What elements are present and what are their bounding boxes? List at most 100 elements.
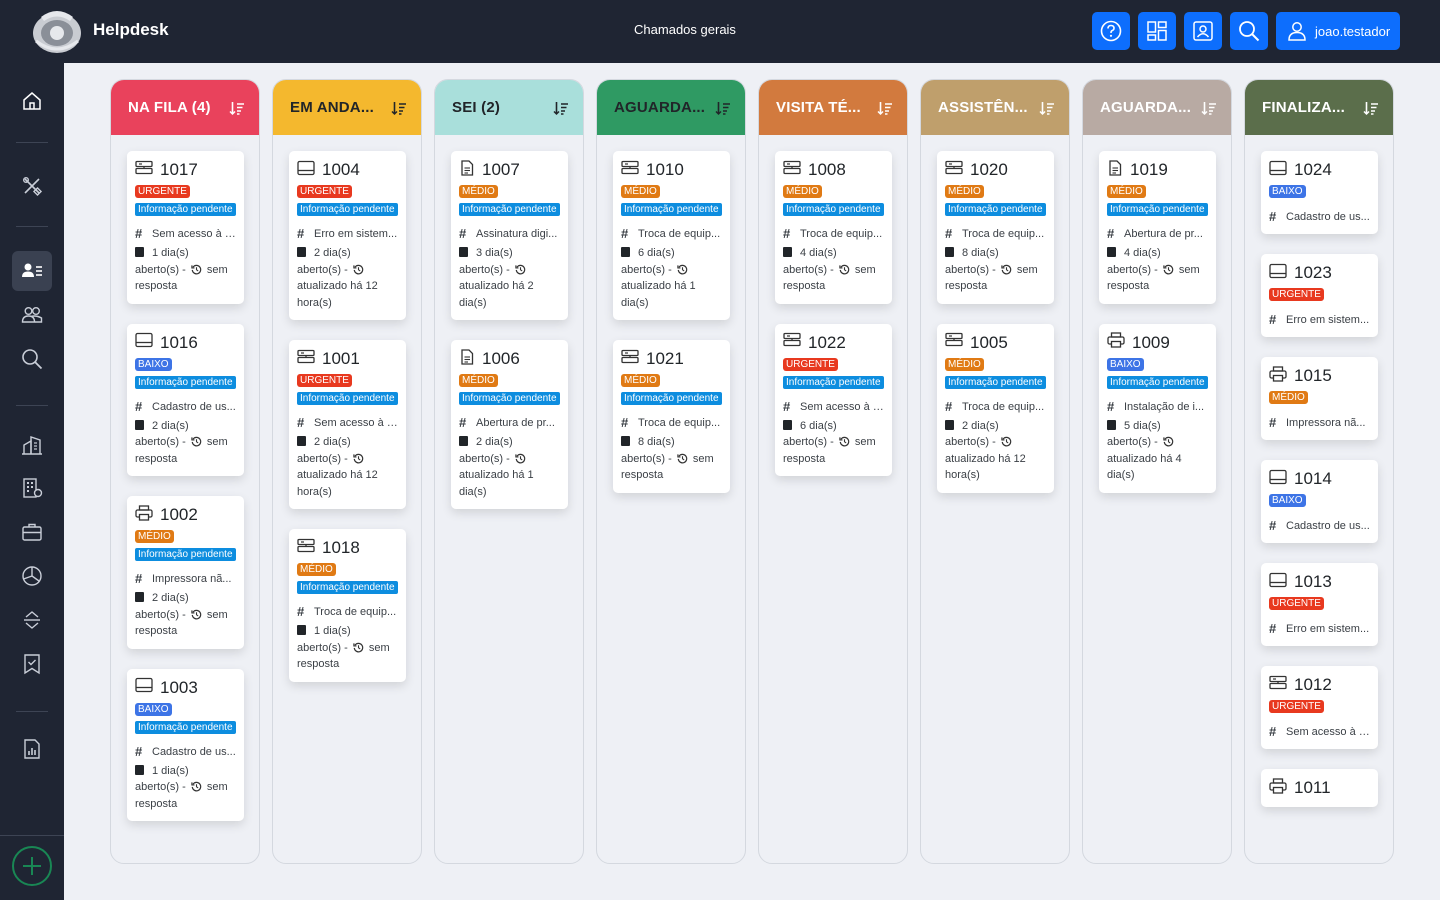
ticket-id: 1022 — [808, 332, 846, 352]
hash-icon: # — [459, 415, 467, 430]
history-icon — [191, 436, 202, 447]
card-list: 1024 BAIXO # Cadastro de us... 1023 URGENTE #… — [1245, 135, 1393, 807]
search-button[interactable] — [1230, 12, 1268, 50]
ticket-id: 1010 — [646, 160, 684, 179]
ticket-card[interactable]: 1003 BAIXO Informação pendente # Cadastro de… — [127, 668, 244, 821]
ticket-card[interactable]: 1009 BAIXO Informação pendente # Instalação … — [1099, 323, 1216, 493]
ticket-card[interactable]: 1012 URGENTE # Sem acesso à r... — [1261, 666, 1378, 749]
ticket-card[interactable]: 1006 MÉDIO Informação pendente # Abertura de… — [451, 340, 568, 509]
ticket-id: 1004 — [322, 160, 360, 179]
printer-icon — [135, 504, 160, 526]
ticket-card[interactable]: 1016 BAIXO Informação pendente # Cadastro de… — [127, 323, 244, 476]
calendar-icon — [1107, 419, 1116, 430]
server-icon — [135, 160, 160, 181]
server-icon — [783, 160, 808, 181]
sidebar-item-briefcase[interactable] — [12, 512, 52, 552]
sidebar — [0, 63, 64, 900]
status-badge: Informação pendente — [783, 203, 884, 216]
subject-text: Instalação de i... — [1124, 400, 1205, 413]
sidebar-item-search[interactable] — [12, 339, 52, 379]
sidebar-item-expand[interactable] — [12, 600, 52, 640]
ticket-id: 1017 — [160, 160, 198, 179]
ticket-id: 1012 — [1294, 675, 1332, 694]
column-header[interactable]: AGUARDA... — [597, 80, 745, 135]
column-header[interactable]: SEI (2) — [435, 80, 583, 135]
sidebar-item-tools[interactable] — [12, 166, 52, 206]
sidebar-item-units[interactable] — [12, 468, 52, 508]
contact-button[interactable] — [1184, 12, 1222, 50]
sort-icon[interactable] — [1363, 100, 1379, 116]
sort-icon[interactable] — [1039, 100, 1055, 116]
ticket-card[interactable]: 1013 URGENTE # Erro em sistem... — [1261, 563, 1378, 646]
ticket-card[interactable]: 1004 URGENTE Informação pendente # Erro em s… — [289, 151, 406, 320]
ticket-card[interactable]: 1011 — [1261, 769, 1378, 807]
ticket-age: 1 dia(s) aberto(s) - sem resposta — [135, 764, 228, 810]
ticket-card[interactable]: 1015 MÉDIO # Impressora nã... — [1261, 357, 1378, 440]
ticket-age: 2 dia(s) aberto(s) - atualizado há 12 hora… — [945, 419, 1026, 481]
sidebar-item-checklist[interactable] — [12, 644, 52, 684]
ticket-card[interactable]: 1024 BAIXO # Cadastro de us... — [1261, 151, 1378, 234]
card-list: 1008 MÉDIO Informação pendente # Troca de eq… — [759, 135, 907, 476]
sidebar-item-home[interactable] — [12, 81, 52, 121]
logo-icon[interactable] — [30, 7, 84, 55]
calendar-icon — [135, 764, 144, 775]
monitor-icon — [297, 160, 322, 181]
help-button[interactable] — [1092, 12, 1130, 50]
ticket-card[interactable]: 1017 URGENTE Informação pendente # Sem acess… — [127, 151, 244, 304]
sidebar-item-tickets[interactable] — [12, 251, 52, 291]
ticket-subject: # Sem acesso à r... — [135, 226, 236, 242]
ticket-age: 2 dia(s) aberto(s) - atualizado há 12 hora… — [297, 247, 378, 309]
sort-icon[interactable] — [553, 100, 569, 116]
ticket-card[interactable]: 1008 MÉDIO Informação pendente # Troca de eq… — [775, 151, 892, 304]
plus-icon — [23, 857, 41, 875]
sidebar-item-people[interactable] — [12, 295, 52, 335]
sort-icon[interactable] — [715, 100, 731, 116]
sidebar-divider — [16, 142, 48, 143]
sidebar-item-building[interactable] — [12, 425, 52, 465]
ticket-card[interactable]: 1001 URGENTE Informação pendente # Sem acess… — [289, 340, 406, 509]
history-icon — [353, 453, 364, 463]
new-ticket-button[interactable] — [12, 846, 52, 886]
ticket-card[interactable]: 1014 BAIXO # Cadastro de us... — [1261, 460, 1378, 543]
column-header[interactable]: AGUARDA... — [1083, 80, 1231, 135]
hash-icon: # — [945, 398, 953, 414]
ticket-id: 1019 — [1130, 160, 1168, 179]
ticket-header: 1017 — [135, 160, 236, 180]
history-icon — [515, 453, 526, 463]
ticket-card[interactable]: 1021 MÉDIO Informação pendente # Troca de eq… — [613, 340, 730, 493]
status-badge: Informação pendente — [621, 203, 722, 216]
ticket-card[interactable]: 1020 MÉDIO Informação pendente # Troca de eq… — [937, 151, 1054, 304]
sidebar-item-report-file[interactable] — [12, 729, 52, 769]
card-list: 1007 MÉDIO Informação pendente # Assinatura … — [435, 135, 583, 509]
ticket-id: 1020 — [970, 160, 1008, 179]
ticket-card[interactable]: 1022 URGENTE Informação pendente # Sem acess… — [775, 323, 892, 476]
sort-icon[interactable] — [391, 100, 407, 116]
subject-text: Sem acesso à r... — [800, 400, 884, 413]
document-icon — [459, 159, 482, 181]
ticket-card[interactable]: 1002 MÉDIO Informação pendente # Impressora … — [127, 496, 244, 649]
ticket-card[interactable]: 1018 MÉDIO Informação pendente # Troca de eq… — [289, 529, 406, 682]
ticket-card[interactable]: 1010 MÉDIO Informação pendente # Troca de eq… — [613, 151, 730, 320]
app-title[interactable]: Helpdesk — [93, 20, 169, 39]
ticket-card[interactable]: 1005 MÉDIO Informação pendente # Troca de eq… — [937, 323, 1054, 493]
sort-icon[interactable] — [1201, 100, 1217, 116]
dashboard-button[interactable] — [1138, 12, 1176, 50]
server-icon — [945, 160, 970, 181]
priority-badge: URGENTE — [783, 357, 838, 371]
ticket-card[interactable]: 1019 MÉDIO Informação pendente # Abertura de… — [1099, 151, 1216, 304]
ticket-card[interactable]: 1023 URGENTE # Erro em sistem... — [1261, 254, 1378, 337]
column-header[interactable]: FINALIZA... — [1245, 80, 1393, 135]
column-header[interactable]: ASSISTÊN... — [921, 80, 1069, 135]
ticket-card[interactable]: 1007 MÉDIO Informação pendente # Assinatura … — [451, 151, 568, 320]
column-header[interactable]: VISITA TÉ... — [759, 80, 907, 135]
sidebar-item-reports-pie[interactable] — [12, 556, 52, 596]
column-header[interactable]: EM ANDA... — [273, 80, 421, 135]
subject-text: Troca de equip... — [800, 228, 883, 240]
column-header[interactable]: NA FILA (4) — [111, 80, 259, 135]
server-icon — [621, 160, 646, 181]
sort-icon[interactable] — [877, 100, 893, 116]
user-menu-button[interactable]: joao.testador — [1276, 12, 1400, 50]
kanban-column: EM ANDA... 1004 URGENTE Informação pendent… — [272, 79, 422, 864]
sort-icon[interactable] — [229, 100, 245, 116]
hash-icon: # — [297, 415, 305, 430]
